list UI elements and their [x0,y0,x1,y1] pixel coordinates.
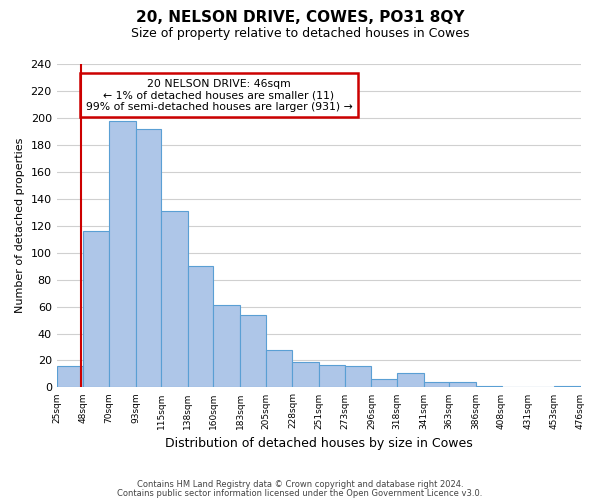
Bar [554,386,581,388]
Bar [292,362,319,388]
Bar [319,364,345,388]
Bar [109,120,136,388]
Bar [188,266,214,388]
Bar [345,366,371,388]
Bar [56,366,83,388]
Text: Contains public sector information licensed under the Open Government Licence v3: Contains public sector information licen… [118,489,482,498]
Text: Contains HM Land Registry data © Crown copyright and database right 2024.: Contains HM Land Registry data © Crown c… [137,480,463,489]
Bar [83,231,109,388]
Bar [476,386,502,388]
Y-axis label: Number of detached properties: Number of detached properties [15,138,25,314]
Bar [449,382,476,388]
Bar [371,380,397,388]
Bar [266,350,292,388]
X-axis label: Distribution of detached houses by size in Cowes: Distribution of detached houses by size … [165,437,472,450]
Bar [161,211,188,388]
Text: 20, NELSON DRIVE, COWES, PO31 8QY: 20, NELSON DRIVE, COWES, PO31 8QY [136,10,464,25]
Text: 20 NELSON DRIVE: 46sqm
← 1% of detached houses are smaller (11)
99% of semi-deta: 20 NELSON DRIVE: 46sqm ← 1% of detached … [86,78,352,112]
Bar [397,372,424,388]
Bar [214,305,240,388]
Text: Size of property relative to detached houses in Cowes: Size of property relative to detached ho… [131,28,469,40]
Bar [424,382,449,388]
Bar [240,314,266,388]
Bar [136,128,161,388]
